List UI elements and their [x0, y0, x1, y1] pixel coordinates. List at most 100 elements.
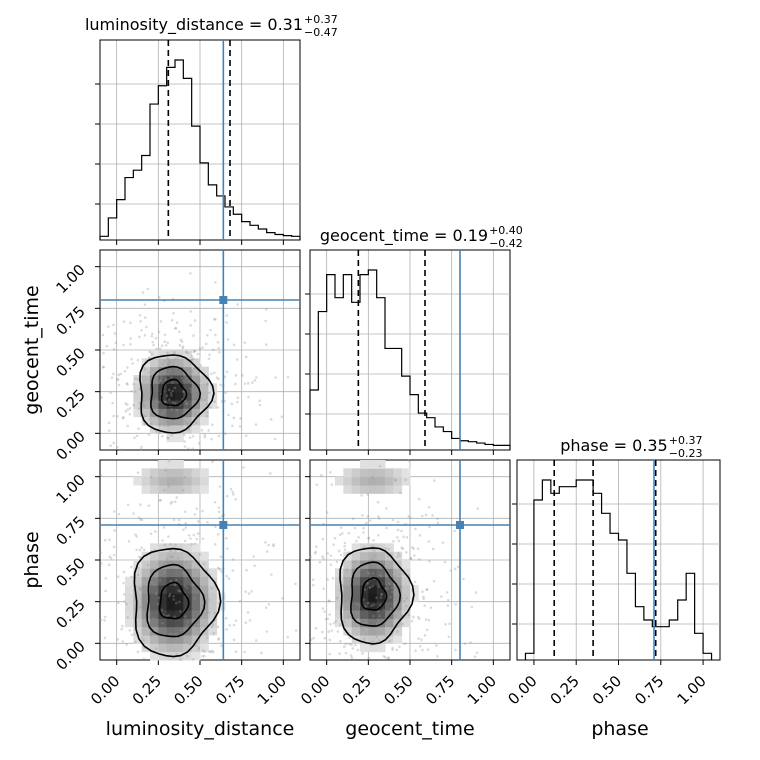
density-cell [216, 593, 226, 603]
density-cell [351, 585, 361, 594]
sample-point [392, 576, 396, 580]
density-cell [335, 585, 344, 594]
density-cell [141, 618, 151, 628]
sample-point [337, 549, 341, 553]
sample-point [173, 583, 177, 587]
sample-point [138, 314, 142, 317]
sample-point [429, 606, 433, 609]
x-tick-label: 0.50 [380, 672, 416, 708]
sample-point [126, 383, 129, 386]
sample-point [157, 330, 161, 334]
sample-point [281, 596, 285, 600]
sample-point [286, 635, 290, 639]
title-plus-error: +0.37 [304, 13, 338, 26]
sample-point [372, 614, 375, 618]
title-luminosity_distance: luminosity_distance = 0.31 [85, 15, 303, 35]
sample-point [142, 623, 145, 627]
sample-point [318, 560, 322, 564]
density-cell [343, 593, 353, 603]
sample-point [194, 421, 198, 424]
sample-point [178, 610, 182, 613]
sample-point [335, 560, 339, 564]
sample-point [376, 500, 380, 504]
sample-point [355, 539, 358, 543]
sample-point [178, 600, 181, 604]
sample-point [370, 558, 374, 562]
sample-point [200, 428, 204, 432]
sample-point [397, 539, 401, 543]
sample-point [474, 591, 478, 594]
density-cell [183, 618, 193, 628]
sample-point [238, 425, 242, 428]
sample-point [347, 531, 351, 535]
sample-point [192, 533, 196, 537]
sample-point [462, 577, 465, 581]
density-cell [158, 543, 168, 553]
sample-point [209, 406, 212, 409]
sample-point [375, 622, 379, 626]
title-minus-error: −0.42 [489, 237, 523, 250]
sample-point [322, 587, 325, 591]
title-minus-error: −0.47 [304, 26, 338, 39]
sample-point [428, 525, 431, 529]
sample-point [208, 611, 211, 614]
density-cell [335, 618, 344, 628]
density-cell [158, 593, 168, 603]
sample-point [189, 537, 192, 540]
density-cell [368, 585, 378, 594]
density-cell [175, 560, 184, 569]
sample-point [427, 540, 431, 543]
density-cell [385, 476, 394, 486]
sample-point [389, 607, 393, 611]
sample-point [109, 444, 112, 448]
density-cell [191, 383, 201, 393]
sample-point [351, 560, 355, 564]
sample-point [213, 371, 216, 375]
sample-point [166, 436, 170, 439]
density-cell [360, 643, 369, 653]
sample-point [154, 530, 157, 533]
sample-point [147, 356, 151, 360]
pair-panel-luminosity_distance-phase: 0.000.000.250.250.500.500.750.751.001.00 [52, 459, 301, 708]
sample-point [149, 532, 153, 536]
sample-point [394, 593, 397, 597]
sample-point [181, 571, 185, 575]
density-cell [393, 585, 403, 594]
sample-point [320, 630, 324, 634]
sample-point [411, 615, 415, 619]
density-cell [343, 568, 353, 578]
sample-point [243, 650, 246, 654]
sample-point [172, 598, 176, 601]
density-cell [191, 391, 201, 401]
density-cell [343, 610, 353, 619]
sample-point [343, 544, 346, 548]
sample-point [191, 447, 195, 451]
sample-point [117, 512, 121, 516]
density-cell [166, 425, 176, 434]
sample-point [234, 382, 237, 386]
sample-point [402, 535, 405, 539]
sample-point [166, 373, 170, 376]
density-cell [401, 476, 411, 486]
sample-point [150, 352, 154, 356]
density-cell [133, 476, 143, 486]
sample-point [476, 507, 480, 510]
sample-point [246, 382, 250, 385]
sample-point [173, 633, 176, 636]
panel-frame [309, 459, 511, 661]
sample-point [272, 544, 275, 548]
density-cell [158, 425, 168, 434]
density-cell [385, 626, 394, 636]
sample-point [354, 560, 357, 564]
sample-point [205, 414, 209, 418]
density-cell [133, 375, 143, 384]
sample-point [425, 588, 429, 591]
sample-point [128, 629, 132, 632]
sample-point [413, 554, 416, 557]
sample-point [140, 328, 143, 332]
density-cell [150, 350, 159, 359]
sample-point [361, 652, 364, 655]
density-cell [393, 568, 403, 578]
density-cell [183, 476, 193, 486]
sample-point [170, 500, 174, 504]
